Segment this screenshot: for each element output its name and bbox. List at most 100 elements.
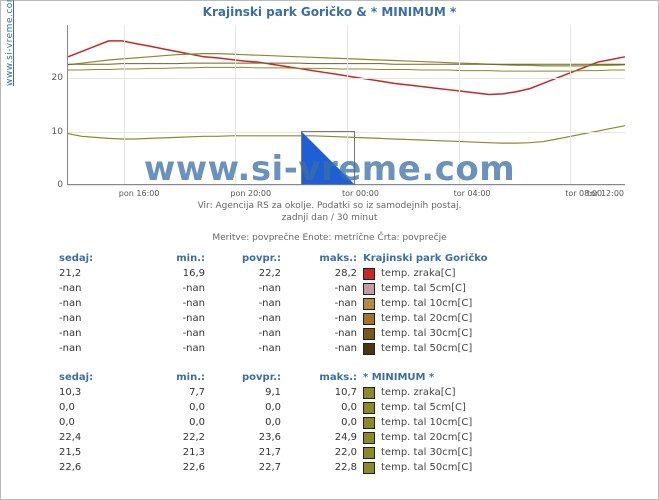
- cell-label: temp. tal 50cm[C]: [363, 341, 619, 356]
- cell-max: 22,0: [287, 445, 363, 460]
- col-max: maks.:: [287, 370, 363, 385]
- measure-label: temp. tal 20cm[C]: [381, 430, 472, 445]
- measure-label: temp. tal 50cm[C]: [381, 341, 472, 356]
- y-tick: 10: [49, 127, 63, 137]
- color-swatch: [363, 462, 375, 474]
- cell-now: -nan: [59, 341, 135, 356]
- col-min: min.:: [135, 251, 211, 266]
- data-tables: sedaj:min.:povpr.:maks.:Krajinski park G…: [59, 251, 619, 489]
- cell-max: 0,0: [287, 415, 363, 430]
- col-max: maks.:: [287, 251, 363, 266]
- color-swatch: [363, 283, 375, 295]
- table-row: -nan-nan-nan-nantemp. tal 20cm[C]: [59, 311, 619, 326]
- measure-label: temp. tal 30cm[C]: [381, 445, 472, 460]
- cell-max: -nan: [287, 311, 363, 326]
- cell-avg: 22,2: [211, 266, 287, 281]
- col-min: min.:: [135, 370, 211, 385]
- cell-min: 21,3: [135, 445, 211, 460]
- cell-min: -nan: [135, 281, 211, 296]
- measure-label: temp. tal 5cm[C]: [381, 400, 466, 415]
- cell-min: 0,0: [135, 415, 211, 430]
- cell-label: temp. tal 10cm[C]: [363, 296, 619, 311]
- cell-label: temp. tal 50cm[C]: [363, 460, 619, 475]
- cell-avg: 0,0: [211, 415, 287, 430]
- color-swatch: [363, 343, 375, 355]
- cell-label: temp. tal 20cm[C]: [363, 430, 619, 445]
- cell-avg: -nan: [211, 341, 287, 356]
- table-row: 21,216,922,228,2temp. zraka[C]: [59, 266, 619, 281]
- cell-label: temp. tal 20cm[C]: [363, 311, 619, 326]
- cell-avg: 9,1: [211, 385, 287, 400]
- cell-max: -nan: [287, 296, 363, 311]
- table-row: -nan-nan-nan-nantemp. tal 50cm[C]: [59, 341, 619, 356]
- cell-avg: -nan: [211, 281, 287, 296]
- cell-avg: -nan: [211, 311, 287, 326]
- measure-label: temp. tal 10cm[C]: [381, 296, 472, 311]
- cell-label: temp. tal 30cm[C]: [363, 326, 619, 341]
- cell-now: -nan: [59, 281, 135, 296]
- color-swatch: [363, 328, 375, 340]
- color-swatch: [363, 298, 375, 310]
- table-row: 10,37,79,110,7 temp. zraka[C]: [59, 385, 619, 400]
- x-tick: pon 16:00: [119, 189, 160, 198]
- y-tick: 20: [49, 73, 63, 83]
- color-swatch: [363, 313, 375, 325]
- chart-title: Krajinski park Goričko & * MINIMUM *: [1, 5, 658, 19]
- cell-label: temp. tal 5cm[C]: [363, 281, 619, 296]
- cell-min: -nan: [135, 341, 211, 356]
- table-row: 0,00,00,00,0temp. tal 10cm[C]: [59, 415, 619, 430]
- cell-avg: -nan: [211, 296, 287, 311]
- measure-label: temp. tal 10cm[C]: [381, 415, 472, 430]
- cell-now: 0,0: [59, 400, 135, 415]
- col-avg: povpr.:: [211, 370, 287, 385]
- cell-min: -nan: [135, 326, 211, 341]
- cell-min: 7,7: [135, 385, 211, 400]
- color-swatch: [363, 387, 375, 399]
- cell-avg: -nan: [211, 326, 287, 341]
- cell-avg: 23,6: [211, 430, 287, 445]
- x-tick: pon 20:00: [230, 189, 271, 198]
- cell-min: 0,0: [135, 400, 211, 415]
- data-block: sedaj:min.:povpr.:maks.:Krajinski park G…: [59, 251, 619, 356]
- cell-label: temp. tal 10cm[C]: [363, 415, 619, 430]
- col-now: sedaj:: [59, 251, 135, 266]
- table-row: 22,422,223,624,9temp. tal 20cm[C]: [59, 430, 619, 445]
- period-note: zadnji dan / 30 minut: [1, 213, 658, 223]
- measure-label: temp. tal 5cm[C]: [381, 281, 466, 296]
- cell-avg: 0,0: [211, 400, 287, 415]
- cell-now: -nan: [59, 311, 135, 326]
- cell-min: 16,9: [135, 266, 211, 281]
- measure-label: temp. zraka[C]: [381, 385, 456, 400]
- cell-label: temp. tal 30cm[C]: [363, 445, 619, 460]
- x-tick: tor 12:00: [587, 189, 624, 198]
- chart-frame: www.si-vreme.com Krajinski park Goričko …: [0, 0, 659, 500]
- measure-label: temp. tal 20cm[C]: [381, 311, 472, 326]
- cell-max: -nan: [287, 341, 363, 356]
- color-swatch: [363, 268, 375, 280]
- color-swatch: [363, 402, 375, 414]
- cell-max: -nan: [287, 281, 363, 296]
- cell-avg: 22,7: [211, 460, 287, 475]
- table-row: 22,622,622,722,8temp. tal 50cm[C]: [59, 460, 619, 475]
- source-note: Vir: Agencija RS za okolje. Podatki so i…: [1, 201, 658, 211]
- col-avg: povpr.:: [211, 251, 287, 266]
- x-tick: tor 00:00: [342, 189, 379, 198]
- block-title: Krajinski park Goričko: [363, 251, 619, 266]
- block-title: * MINIMUM *: [363, 370, 619, 385]
- cell-now: -nan: [59, 326, 135, 341]
- cell-max: 22,8: [287, 460, 363, 475]
- cell-max: 10,7: [287, 385, 363, 400]
- cell-avg: 21,7: [211, 445, 287, 460]
- cell-now: 10,3: [59, 385, 135, 400]
- color-swatch: [363, 447, 375, 459]
- cell-label: temp. tal 5cm[C]: [363, 400, 619, 415]
- cell-max: 28,2: [287, 266, 363, 281]
- cell-min: 22,6: [135, 460, 211, 475]
- cell-label: temp. zraka[C]: [363, 385, 619, 400]
- cell-label: temp. zraka[C]: [363, 266, 619, 281]
- cell-now: 21,5: [59, 445, 135, 460]
- cell-now: 22,4: [59, 430, 135, 445]
- data-block: sedaj:min.:povpr.:maks.:* MINIMUM *10,37…: [59, 370, 619, 475]
- cell-now: 22,6: [59, 460, 135, 475]
- meta-line: Meritve: povprečne Enote: metrične Črta:…: [1, 233, 658, 243]
